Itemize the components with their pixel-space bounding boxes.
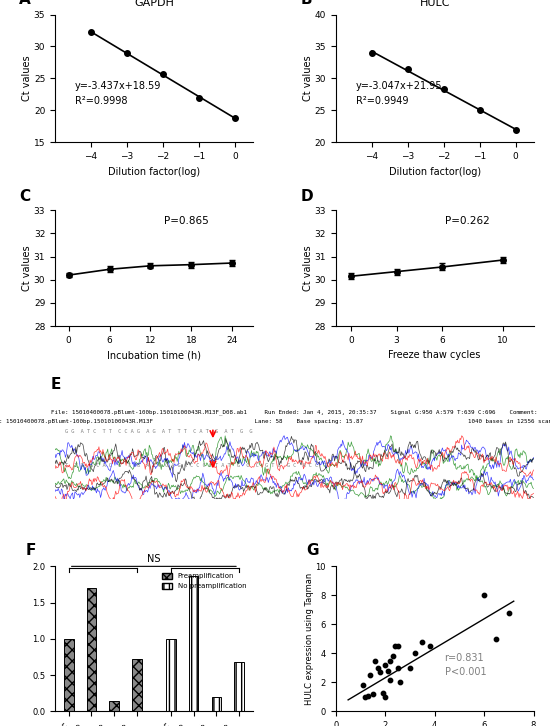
- Text: P=0.262: P=0.262: [444, 216, 490, 226]
- Text: y=-3.437x+18.59: y=-3.437x+18.59: [75, 81, 161, 91]
- Point: [376, 666, 384, 678]
- Point: [381, 659, 389, 671]
- Text: Sample: 15010400078.pBlumt-100bp.15010100043R.M13F                             L: Sample: 15010400078.pBlumt-100bp.1501010…: [0, 419, 550, 424]
- Point: [364, 690, 372, 701]
- Text: y=-3.047x+21.95: y=-3.047x+21.95: [355, 81, 442, 91]
- Point: [388, 650, 397, 662]
- Text: r=0.831: r=0.831: [444, 653, 484, 663]
- Text: P=0.865: P=0.865: [164, 216, 208, 226]
- Point: [480, 590, 488, 601]
- Point: [410, 648, 419, 659]
- Point: [504, 607, 513, 619]
- Bar: [64, 639, 74, 711]
- Point: [371, 655, 380, 666]
- Point: [390, 640, 399, 652]
- Text: R²=0.9949: R²=0.9949: [355, 96, 408, 106]
- Y-axis label: Ct values: Ct values: [23, 245, 32, 291]
- Title: HULC: HULC: [420, 0, 450, 8]
- Text: F: F: [25, 543, 36, 558]
- Point: [393, 640, 402, 652]
- Bar: [132, 659, 141, 711]
- Text: A: A: [19, 0, 31, 7]
- Bar: [87, 588, 96, 711]
- Bar: [109, 701, 119, 711]
- Point: [368, 688, 377, 700]
- Text: C: C: [19, 189, 31, 204]
- Bar: [166, 639, 175, 711]
- Y-axis label: HULC expression using Taqman: HULC expression using Taqman: [305, 573, 314, 705]
- Bar: [212, 697, 221, 711]
- Text: D: D: [300, 189, 313, 204]
- Point: [386, 674, 394, 685]
- Point: [386, 655, 394, 666]
- X-axis label: Dilution factor(log): Dilution factor(log): [388, 166, 481, 176]
- Text: NS: NS: [147, 554, 161, 564]
- X-axis label: Dilution factor(log): Dilution factor(log): [108, 166, 200, 176]
- Text: E: E: [50, 377, 60, 392]
- Text: B: B: [300, 0, 312, 7]
- Text: G G  A T C  T T  C C A G  A G  A T  T T  C A T  G  A T  G  G: G G A T C T T C C A G A G A T T T C A T …: [64, 428, 252, 433]
- Bar: [234, 662, 244, 711]
- Legend: Preamplification, No preamplification: Preamplification, No preamplification: [159, 570, 249, 592]
- Text: File: 15010400078.pBlumt-100bp.15010100043R.M13F_D08.ab1     Run Ended: Jan 4, 2: File: 15010400078.pBlumt-100bp.150101000…: [51, 409, 537, 415]
- Point: [359, 680, 367, 691]
- Y-axis label: Ct values: Ct values: [303, 56, 313, 101]
- Point: [418, 636, 427, 648]
- X-axis label: Incubation time (h): Incubation time (h): [107, 351, 201, 360]
- Point: [393, 662, 402, 674]
- Text: G: G: [306, 543, 318, 558]
- Point: [395, 677, 404, 688]
- Point: [366, 669, 375, 681]
- Y-axis label: Ct values: Ct values: [23, 56, 32, 101]
- Point: [383, 665, 392, 677]
- Point: [425, 640, 434, 652]
- Text: R²=0.9998: R²=0.9998: [75, 96, 127, 106]
- Bar: [189, 576, 199, 711]
- Point: [381, 691, 389, 703]
- Point: [378, 687, 387, 698]
- Title: GAPDH: GAPDH: [134, 0, 174, 8]
- Point: [492, 633, 501, 645]
- X-axis label: Freeze thaw cycles: Freeze thaw cycles: [388, 351, 481, 360]
- Y-axis label: Ct values: Ct values: [303, 245, 313, 291]
- Text: P<0.001: P<0.001: [444, 667, 486, 677]
- Point: [373, 662, 382, 674]
- Point: [405, 662, 414, 674]
- Text: T  T T  G C A C  G  T  G  A T A C A G A C C C C T A T  G  C  C  G T C  G C  A C : T T T G C A C G T G A T A C A G A C C C …: [64, 463, 327, 468]
- Point: [361, 691, 370, 703]
